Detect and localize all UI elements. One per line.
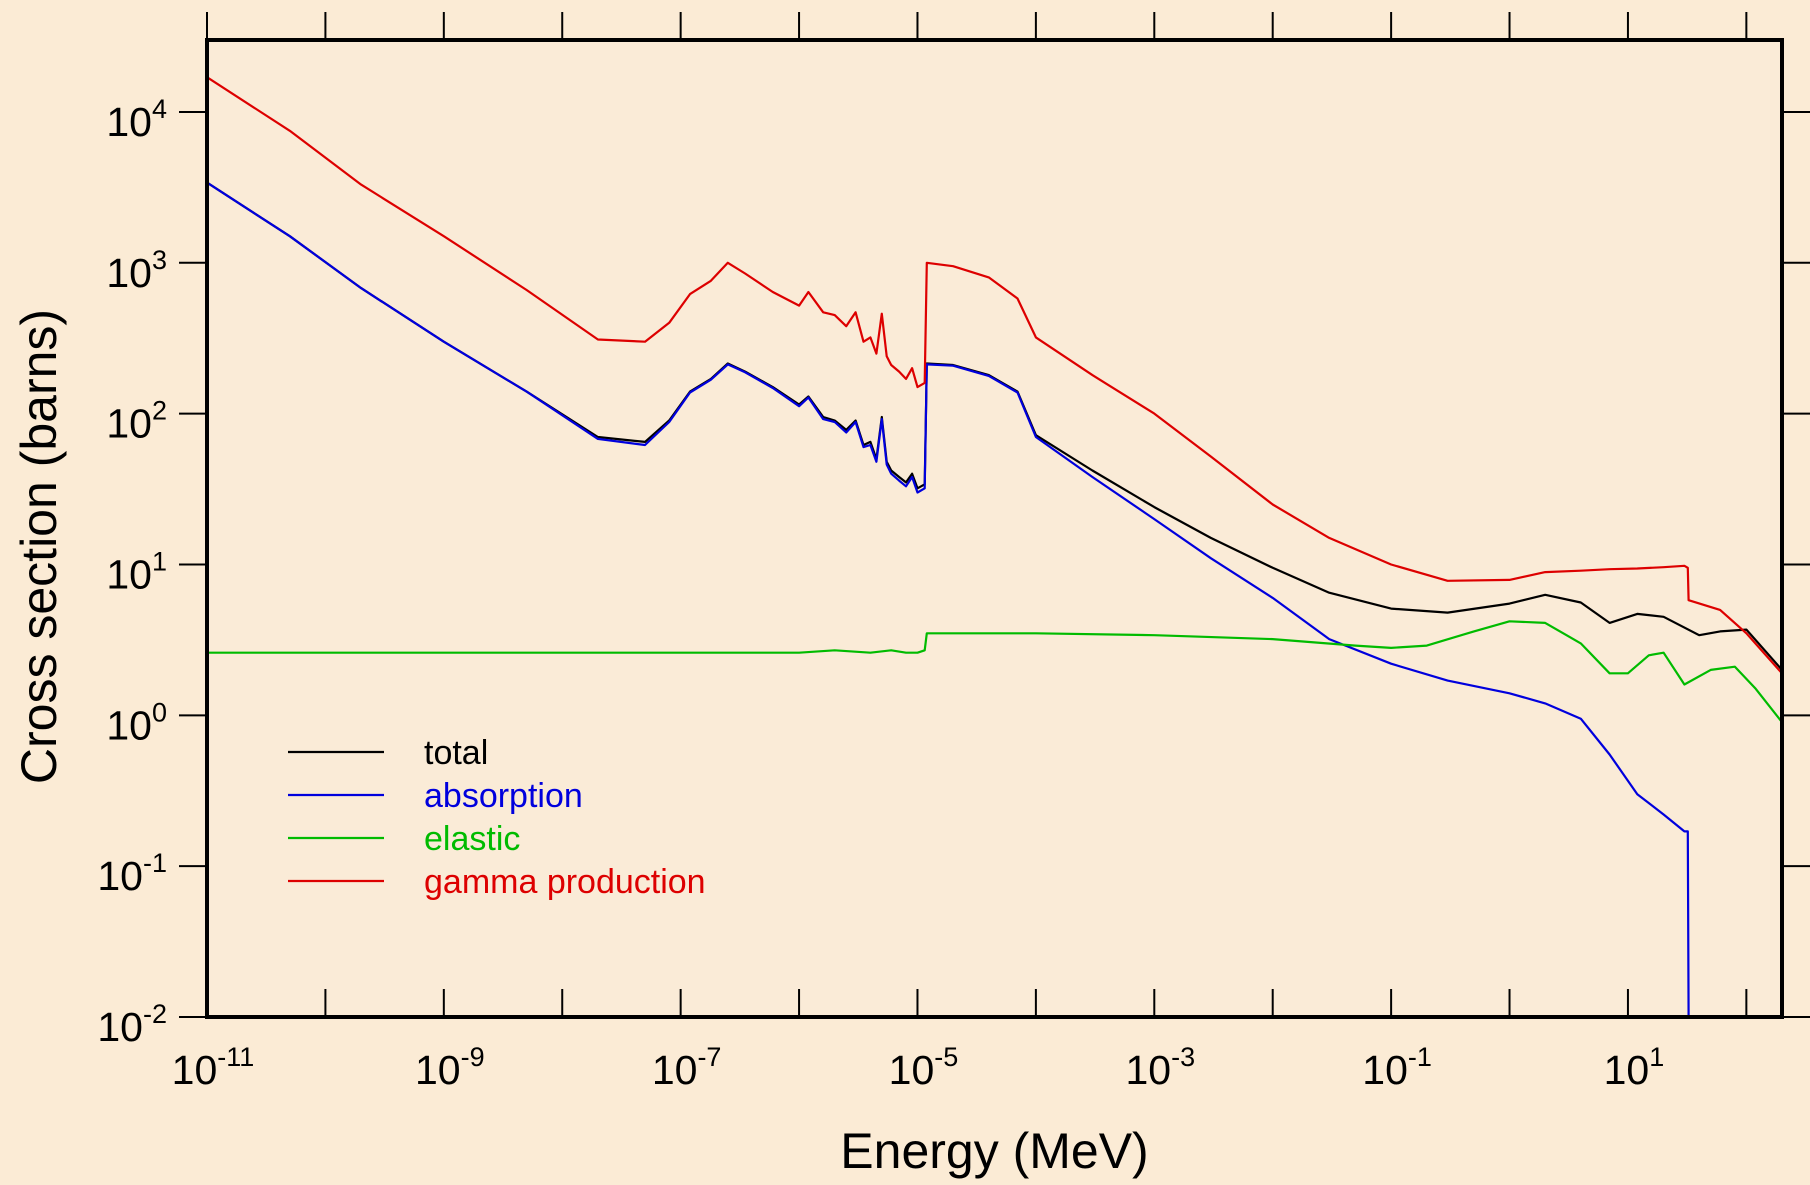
series-line-3 <box>207 76 1782 675</box>
legend-label-1: absorption <box>424 777 583 815</box>
x-axis-title: Energy (MeV) <box>840 1123 1148 1179</box>
y-tick-label: 103 <box>106 245 167 296</box>
x-tick-label: 10-3 <box>1125 1042 1195 1093</box>
y-tick-label: 104 <box>106 94 167 145</box>
series-line-1 <box>207 181 1782 1017</box>
ticks-layer <box>179 12 1810 1018</box>
x-tick-label: 101 <box>1604 1042 1665 1093</box>
legend-label-2: elastic <box>424 820 520 858</box>
plot-area <box>207 40 1782 1017</box>
x-tick-label: 10-7 <box>652 1042 722 1093</box>
tick-labels-layer: 10-11 10-9 10-7 10-5 10-3 10-1 101 10-2 10-1 100 1… <box>97 94 1664 1093</box>
series-line-2 <box>207 620 1782 723</box>
y-tick-label: 10-1 <box>97 848 167 899</box>
x-tick-label: 10-1 <box>1362 1042 1432 1093</box>
y-axis-title: Cross section (barns) <box>11 309 67 784</box>
x-tick-label: 10-5 <box>889 1042 959 1093</box>
y-tick-label: 100 <box>106 697 167 748</box>
x-tick-label: 10-9 <box>415 1042 485 1093</box>
y-tick-label: 101 <box>106 546 167 597</box>
legend: total absorption elastic gamma production <box>288 734 706 901</box>
legend-label-3: gamma production <box>424 863 706 901</box>
plot-frame <box>205 38 1784 1019</box>
x-tick-label: 10-11 <box>172 1042 255 1093</box>
y-tick-label: 102 <box>106 396 167 447</box>
legend-label-0: total <box>424 734 488 772</box>
series-layer <box>207 76 1782 1017</box>
y-tick-label: 10-2 <box>97 999 167 1050</box>
